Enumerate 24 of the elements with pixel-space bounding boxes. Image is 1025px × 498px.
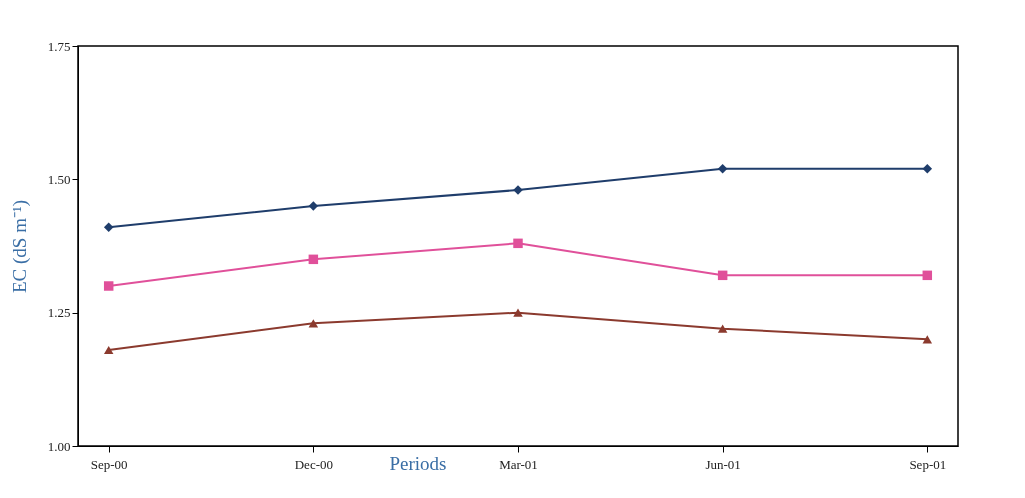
y-tick-label: 1.25 [47, 305, 71, 321]
point [103, 281, 114, 291]
x-tick-label: Sep-01 [909, 456, 947, 472]
point [922, 163, 933, 174]
point [717, 270, 728, 281]
point [922, 270, 933, 281]
x-tick-label: Mar-01 [499, 456, 538, 472]
point [103, 345, 114, 355]
x-tick-label: Jun-01 [705, 456, 741, 472]
x-tick-label: Dec-00 [294, 456, 333, 472]
point [513, 308, 523, 317]
point [308, 201, 319, 211]
point [308, 254, 319, 265]
y-tick-label: 1.75 [47, 38, 71, 54]
y-tick-label: 1.50 [47, 171, 71, 187]
x-tick-label: Sep-00 [90, 456, 128, 472]
point [717, 324, 728, 333]
point [717, 163, 728, 174]
x-axis-title: Periods [389, 453, 447, 474]
y-tick-label: 1.00 [47, 438, 71, 454]
point [308, 319, 319, 328]
point [513, 238, 523, 249]
y-axis-title: EC (dS m⁻¹) [8, 200, 31, 293]
point [103, 222, 114, 233]
